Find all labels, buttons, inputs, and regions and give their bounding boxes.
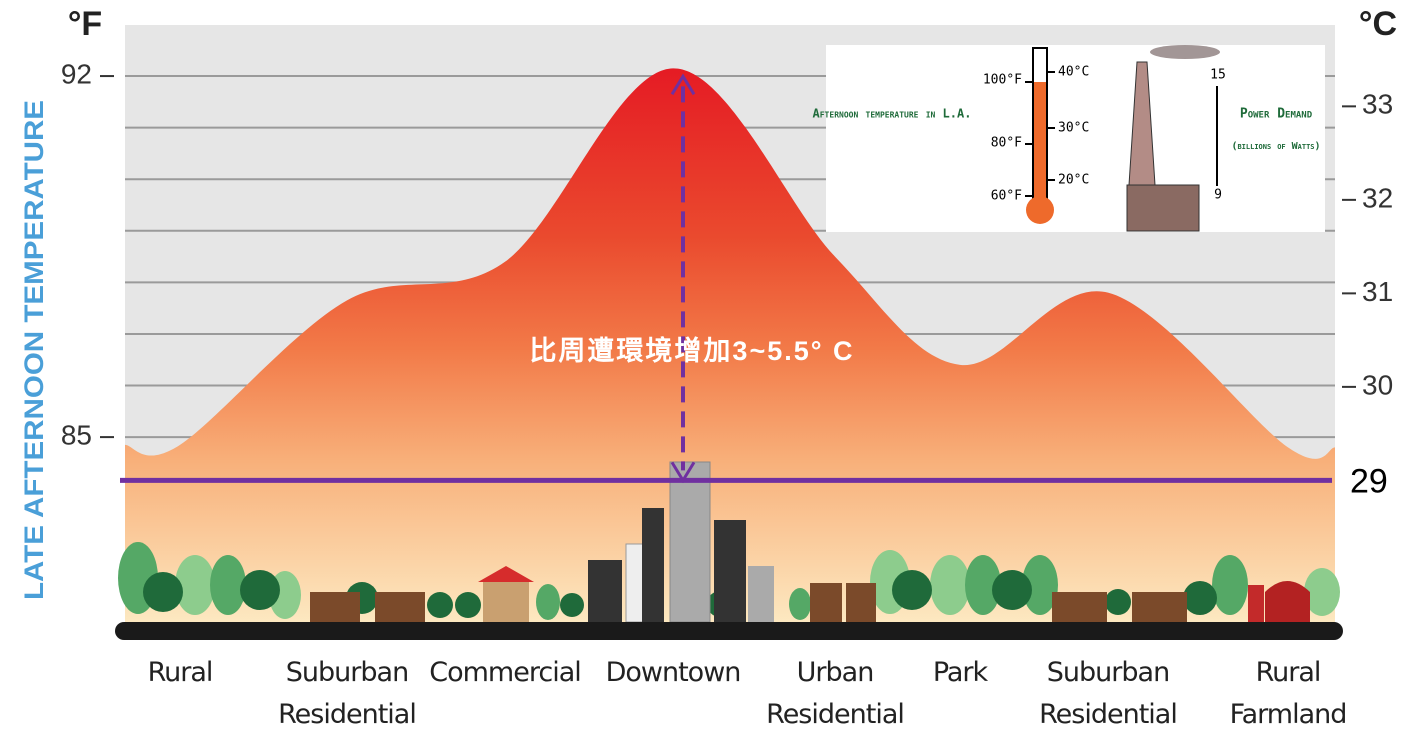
inset-power-unit: (billions of Watts) <box>1231 141 1320 152</box>
x-tick-label: Rural Farmland <box>1229 657 1348 729</box>
area-fill <box>125 68 1335 630</box>
inset-temperature-title: Afternoon temperature in L.A. <box>813 107 972 121</box>
x-tick-label: Rural <box>147 657 214 688</box>
y2-tick-label: 30 <box>1362 369 1393 400</box>
arrow-head <box>670 73 696 96</box>
x-tick-label: Suburban Residential <box>1039 657 1178 729</box>
arrow-head <box>670 461 696 484</box>
inset-c-label: 40°C <box>1058 65 1089 80</box>
inset-c-label: 30°C <box>1058 121 1089 136</box>
y2-unit-label: °C <box>1359 5 1397 43</box>
y-tick-label: 85 <box>61 419 92 450</box>
inset-power-title: Power Demand <box>1240 107 1313 122</box>
x-tick-label: Downtown <box>605 657 742 688</box>
ground <box>115 622 1343 640</box>
y2-tick-label: 33 <box>1362 89 1393 120</box>
inset-power-label: 15 <box>1210 68 1226 83</box>
x-tick-label: Urban Residential <box>766 657 905 729</box>
y-axis-label: LATE AFTERNOON TEMPERATURE <box>19 100 49 600</box>
x-tick-label: Suburban Residential <box>278 657 417 729</box>
y2-tick-label: 32 <box>1362 182 1393 213</box>
y2-tick-label: 29 <box>1350 462 1388 500</box>
inset-legend: Afternoon temperature in L.A. 100°F 80°F… <box>813 45 1325 232</box>
inset-f-label: 60°F <box>991 189 1022 204</box>
annotation: 比周遭環境增加3~5.5° C <box>529 335 854 366</box>
y-unit-label: °F <box>68 5 102 43</box>
inset-f-label: 100°F <box>983 73 1022 88</box>
town-illustration <box>118 461 1340 623</box>
y-tick-label: 92 <box>61 58 92 89</box>
y2-tick-label: 31 <box>1362 276 1393 307</box>
x-tick-label: Park <box>932 657 988 688</box>
inset-power-label: 9 <box>1214 188 1222 203</box>
inset-c-label: 20°C <box>1058 173 1089 188</box>
x-tick-label: Commercial <box>429 657 581 688</box>
inset-f-label: 80°F <box>991 136 1022 151</box>
